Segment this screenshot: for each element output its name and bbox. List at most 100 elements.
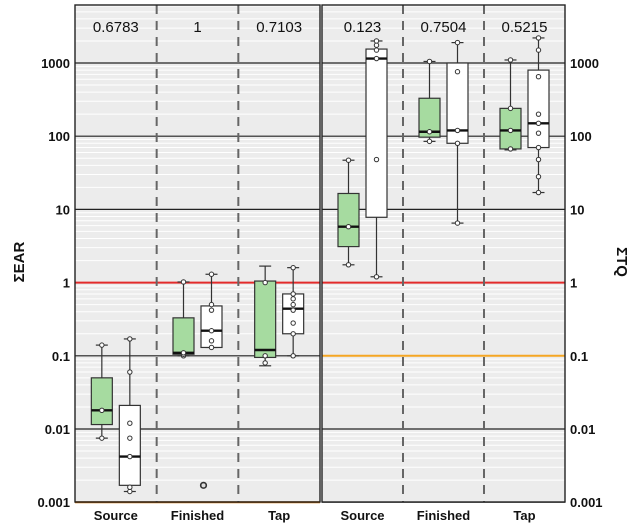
data-point <box>345 262 352 268</box>
data-point <box>208 344 215 351</box>
box-source-white <box>118 336 141 495</box>
y-tick-label: 100 <box>48 129 70 144</box>
data-point <box>535 156 542 163</box>
data-point <box>99 342 105 348</box>
plot-panel-2 <box>322 5 565 502</box>
data-point <box>454 69 461 75</box>
box-body <box>365 48 388 218</box>
box-body <box>418 97 441 138</box>
box-finished-green <box>172 279 195 359</box>
data-point <box>426 129 433 135</box>
right-axis-title: ΣTQ <box>613 247 630 277</box>
box-body <box>118 404 141 486</box>
data-point <box>127 420 133 426</box>
data-point <box>535 47 542 53</box>
data-point <box>262 279 268 286</box>
box-marks <box>90 35 550 495</box>
data-point <box>127 336 133 342</box>
data-point <box>535 130 542 136</box>
data-point <box>454 127 461 134</box>
data-point <box>290 296 296 302</box>
box-finished-white <box>199 271 223 489</box>
plot-panel-1 <box>75 5 320 502</box>
data-point <box>127 435 133 441</box>
data-point <box>426 138 433 145</box>
data-point <box>127 453 133 460</box>
y-tick-label: 0.01 <box>45 422 70 437</box>
panel-frame <box>321 4 566 503</box>
data-point <box>290 320 296 326</box>
text-layer: ΣEAR ΣTQ 0.001 0.01 0.1 1 10 100 1000 0.6783 Sou… <box>11 19 630 523</box>
data-point <box>345 224 352 230</box>
data-point <box>290 301 296 308</box>
x-tick-label: Finished <box>417 508 471 523</box>
data-point <box>127 369 133 375</box>
y-tick-label: 0.1 <box>52 349 70 364</box>
data-point <box>290 331 296 337</box>
data-point <box>535 144 542 151</box>
p-value-label: 0.6783 <box>93 19 139 36</box>
data-point <box>535 73 542 80</box>
p-value-label: 1 <box>193 19 201 36</box>
data-point <box>373 47 380 53</box>
y-tick-label: 100 <box>570 129 592 144</box>
data-point <box>454 39 461 46</box>
x-tick-label: Source <box>94 508 138 523</box>
data-point <box>373 156 380 163</box>
data-point <box>262 360 268 366</box>
data-point <box>208 301 215 308</box>
data-point <box>454 140 461 146</box>
outlier-point <box>199 481 208 489</box>
data-point <box>127 484 133 490</box>
x-tick-label: Finished <box>171 508 225 523</box>
data-point <box>345 157 352 163</box>
data-point <box>373 55 380 62</box>
data-point <box>180 350 187 356</box>
data-point <box>180 279 187 285</box>
x-tick-label: Tap <box>268 508 290 523</box>
box-tap-green <box>499 57 522 152</box>
y-tick-label: 1000 <box>41 56 70 71</box>
data-point <box>290 264 296 271</box>
data-point <box>208 338 215 344</box>
box-finished-green <box>418 58 441 145</box>
data-point <box>507 105 514 112</box>
y-tick-label: 10 <box>570 202 584 217</box>
data-point <box>373 42 380 48</box>
data-point <box>507 146 514 152</box>
data-point <box>535 189 542 196</box>
data-point <box>99 407 105 414</box>
data-point <box>290 291 296 297</box>
y-tick-label: 1000 <box>570 56 599 71</box>
y-tick-label: 0.1 <box>570 349 588 364</box>
y-tick-label: 1 <box>570 276 577 291</box>
panel-frame <box>74 4 321 503</box>
data-point <box>535 35 542 41</box>
box-tap-white <box>527 35 550 196</box>
data-point <box>454 220 461 226</box>
y-tick-label: 1 <box>63 276 70 291</box>
data-point <box>127 488 133 495</box>
box-body <box>527 69 550 149</box>
box-finished-white <box>446 39 469 226</box>
data-point <box>373 38 380 44</box>
box-body <box>90 377 113 426</box>
plot-background <box>75 5 565 502</box>
box-body <box>254 280 277 359</box>
data-point <box>99 435 105 441</box>
x-tick-label: Source <box>340 508 384 523</box>
data-point <box>507 127 514 134</box>
box-source-white <box>365 38 388 280</box>
data-point <box>373 274 380 280</box>
data-point <box>426 58 433 65</box>
p-value-label: 0.5215 <box>502 19 548 36</box>
data-point <box>507 57 514 63</box>
y-tick-label: 0.01 <box>570 422 595 437</box>
data-point <box>535 173 542 180</box>
box-tap-white <box>282 264 305 359</box>
p-value-label: 0.7504 <box>421 19 467 36</box>
box-source-green <box>337 157 360 268</box>
box-body <box>337 192 360 248</box>
data-point <box>208 271 215 277</box>
